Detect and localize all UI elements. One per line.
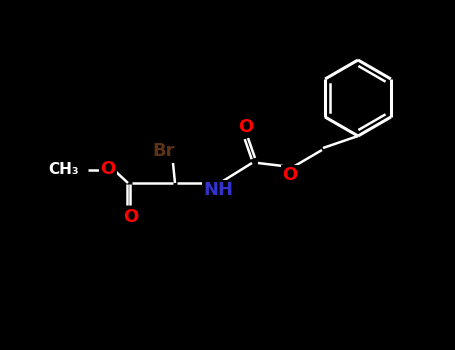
Text: NH: NH bbox=[203, 181, 233, 199]
Text: O: O bbox=[101, 160, 116, 178]
Text: CH₃: CH₃ bbox=[48, 162, 79, 177]
Text: Br: Br bbox=[153, 142, 175, 160]
Text: O: O bbox=[238, 118, 253, 136]
Text: O: O bbox=[283, 166, 298, 184]
Text: O: O bbox=[123, 208, 139, 226]
